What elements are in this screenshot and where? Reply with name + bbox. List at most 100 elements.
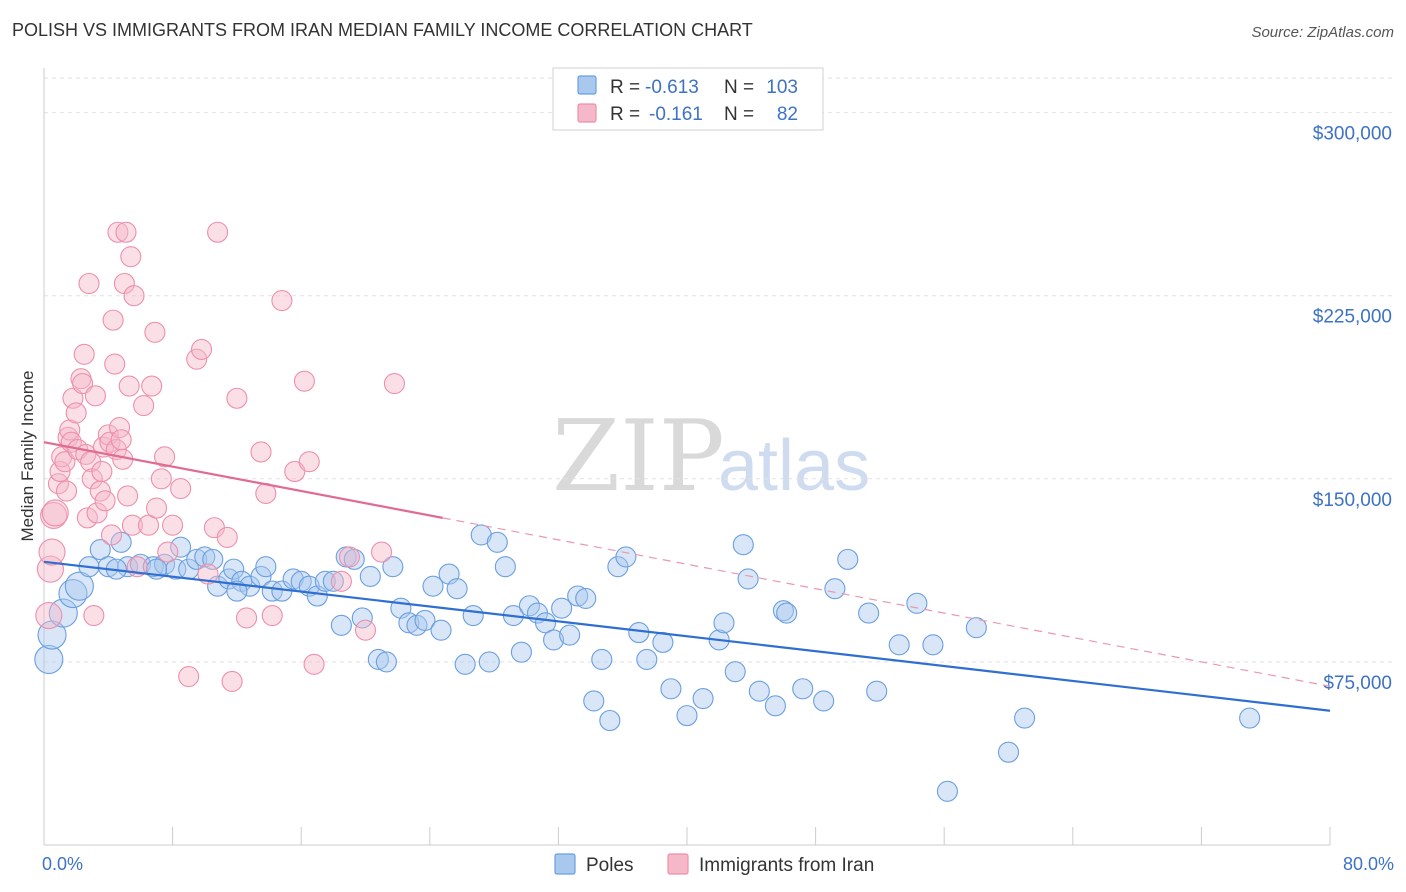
point-iran (221, 670, 243, 692)
series-legend: Poles Immigrants from Iran (554, 853, 874, 876)
point-iran (91, 460, 113, 483)
point-poles (359, 565, 381, 588)
stats-legend-r-label: R = (610, 104, 640, 125)
point-iran (40, 501, 68, 529)
point-iran (137, 514, 160, 536)
point-iran (284, 460, 306, 483)
stats-legend-r-value: -0.161 (649, 104, 703, 125)
point-iran (170, 478, 192, 500)
point-iran (271, 290, 293, 312)
point-iran (41, 499, 69, 527)
point-poles (888, 634, 910, 656)
point-poles (591, 648, 613, 671)
point-poles (559, 624, 581, 646)
point-iran (190, 338, 213, 360)
trend-line-iran-extrapolated (442, 517, 1331, 687)
stats-legend-n-value: 103 (766, 77, 798, 98)
watermark: ZIP atlas (552, 400, 870, 514)
point-iran (261, 604, 283, 627)
point-iran (83, 604, 105, 627)
point-iran (216, 526, 238, 548)
point-poles (97, 556, 119, 578)
stats-legend: R = -0.613 N = 103 R = -0.161 N = 82 (552, 67, 824, 131)
point-poles (636, 648, 658, 671)
point-iran (197, 563, 219, 585)
point-iran (55, 480, 78, 502)
point-iran (133, 395, 155, 417)
y-tick-label: $225,000 (1313, 307, 1392, 328)
point-poles (48, 598, 78, 628)
watermark-zip: ZIP (552, 400, 725, 514)
point-poles (575, 587, 597, 609)
point-poles (194, 546, 216, 568)
point-poles (543, 629, 565, 651)
point-poles (462, 604, 484, 627)
point-iran (162, 514, 184, 536)
y-tick-label: $300,000 (1313, 124, 1392, 145)
point-poles (583, 690, 605, 712)
point-iran (141, 375, 163, 397)
point-poles (226, 580, 248, 602)
stats-legend-swatch-poles (577, 75, 597, 95)
point-poles (922, 634, 944, 656)
point-poles (382, 556, 404, 578)
point-poles (858, 602, 880, 624)
point-poles (615, 546, 637, 568)
point-iran (86, 502, 108, 524)
series-legend-label-iran: Immigrants from Iran (699, 855, 874, 876)
series-legend-swatch-poles (554, 853, 576, 875)
series-legend-swatch-iran (667, 853, 689, 875)
point-poles (314, 570, 336, 592)
point-poles (713, 612, 735, 634)
point-iran (298, 451, 320, 473)
point-iran (76, 507, 98, 529)
stats-legend-r-label: R = (610, 77, 640, 98)
point-iran (144, 321, 166, 343)
point-iran (354, 619, 377, 641)
point-poles (186, 548, 208, 570)
point-poles (764, 695, 786, 717)
point-iran (338, 546, 360, 568)
point-iran (383, 373, 405, 395)
point-poles (170, 536, 192, 558)
point-iran (303, 653, 325, 675)
y-axis-label: Median Family Income (18, 370, 37, 541)
trend-line-iran (43, 441, 443, 519)
point-iran (102, 309, 124, 331)
point-poles (478, 651, 500, 673)
y-tick-label: $150,000 (1313, 490, 1392, 511)
point-poles (660, 678, 682, 700)
point-iran (157, 541, 179, 563)
point-poles (494, 556, 516, 578)
x-tick-label-min: 0.0% (42, 854, 83, 874)
point-iran (54, 451, 76, 473)
trend-line-poles (43, 560, 1331, 712)
y-tick-label: $75,000 (1323, 673, 1392, 694)
y-tick-labels: $75,000 $150,000 $225,000 $300,000 (1313, 124, 1392, 694)
point-poles (692, 687, 714, 710)
point-poles (446, 578, 468, 600)
point-poles (330, 614, 352, 636)
point-poles (776, 602, 798, 624)
point-poles (322, 570, 344, 592)
point-poles (748, 680, 770, 702)
point-poles (732, 534, 754, 556)
point-poles (772, 600, 795, 622)
point-iran (226, 387, 248, 409)
point-iran (94, 490, 116, 512)
point-poles (518, 595, 541, 617)
point-iran (100, 524, 123, 546)
point-iran (235, 607, 258, 629)
point-iran (84, 385, 106, 407)
point-poles (813, 690, 835, 712)
point-iran (145, 497, 168, 519)
point-iran (121, 514, 143, 536)
point-poles (936, 780, 958, 802)
point-iran (250, 441, 272, 463)
point-poles (1239, 707, 1261, 729)
point-poles (454, 653, 476, 675)
point-poles (866, 680, 888, 702)
point-poles (965, 617, 987, 639)
point-poles (792, 678, 814, 700)
point-poles (906, 592, 928, 614)
